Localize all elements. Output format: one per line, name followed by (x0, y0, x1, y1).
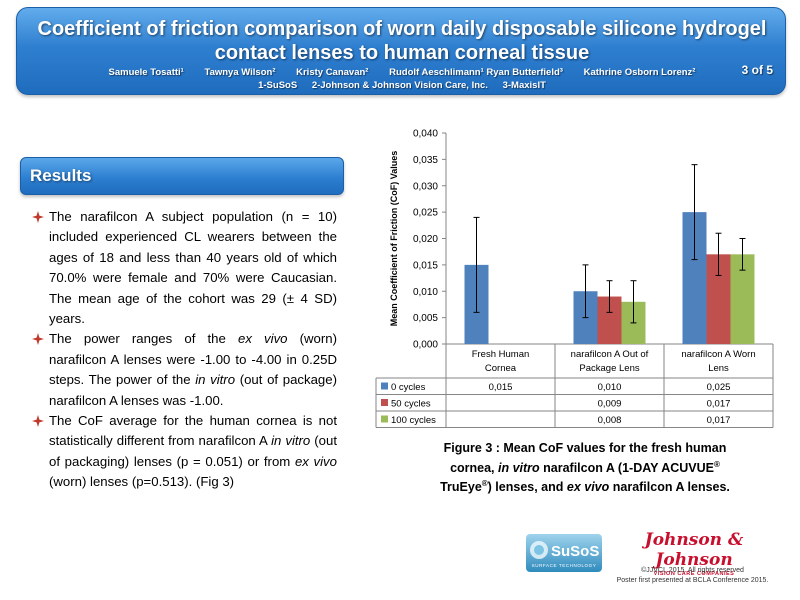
y-axis-title: Mean Coefficient of Friction (CoF) Value… (389, 151, 399, 327)
registered-mark: ® (714, 459, 720, 469)
bullet-text: in vitro (271, 433, 311, 449)
caption-text: narafilcon A (1-DAY ACUVUE (539, 460, 715, 475)
y-tick-label: 0,040 (413, 129, 438, 140)
x-category-label: Lens (708, 363, 729, 374)
diamond-bullet-icon (32, 211, 44, 223)
jnj-logo: Johnson & Johnson VISION CARE COMPANIES (624, 530, 764, 577)
affiliation-list: 1-SuSoS 2-Johnson & Johnson Vision Care,… (17, 80, 787, 92)
caption-text: ) lenses, and (487, 480, 567, 495)
results-bullet-list: The narafilcon A subject population (n =… (32, 207, 337, 493)
author: Kristy Canavan² (296, 67, 369, 78)
results-heading: Results (30, 166, 92, 185)
results-bullet: The power ranges of the ex vivo (worn) n… (32, 329, 337, 411)
conference-line: Poster first presented at BCLA Conferenc… (616, 577, 769, 584)
legend-key (381, 382, 388, 390)
author: Tawnya Wilson² (204, 67, 276, 78)
bullet-text: in vitro (195, 372, 236, 388)
poster-title-line-2: contact lenses to human corneal tissue (214, 42, 590, 64)
caption-text: TruEye (440, 480, 482, 495)
data-label: 0,025 (707, 382, 731, 393)
author: Kathrine Osborn Lorenz² (583, 67, 696, 78)
data-label: 0,008 (598, 415, 622, 426)
jnj-logo-subtitle: VISION CARE COMPANIES (653, 571, 735, 577)
legend-label: 50 cycles (391, 399, 431, 410)
copyright-notice: ©JJVCI, 2015. All rights reserved Poster… (600, 566, 785, 586)
data-label: 0,015 (489, 382, 513, 393)
caption-line-3: TruEye®) lenses, and ex vivo narafilcon … (400, 476, 770, 496)
bullet-text: (out of packaging) lenses (p = 0.051) or… (49, 433, 337, 469)
legend-label: 0 cycles (391, 382, 426, 393)
y-tick-label: 0,035 (413, 155, 438, 166)
caption-text: cornea, (450, 460, 498, 475)
bullet-text: ex vivo (294, 453, 337, 469)
y-tick-label: 0,010 (413, 287, 438, 298)
x-category-label: narafilcon A Worn (681, 349, 755, 360)
results-bullet: The narafilcon A subject population (n =… (32, 207, 337, 329)
y-tick-label: 0,020 (413, 234, 438, 245)
figure-caption: Figure 3 : Mean CoF values for the fresh… (400, 440, 770, 496)
bullet-text: (worn) lenses (p=0.513). (Fig 3) (49, 474, 235, 490)
author-list: Samuele Tosatti¹ Tawnya Wilson² Kristy C… (17, 67, 787, 79)
results-bullet: The CoF average for the human cornea is … (32, 411, 337, 493)
susos-logo: SuSoS SURFACE TECHNOLOGY (525, 533, 603, 573)
bullet-text: (out of package) narafilcon A lenses was… (49, 372, 337, 408)
poster-title-line-1: Coefficient of friction comparison of wo… (37, 18, 767, 40)
y-tick-label: 0,025 (413, 208, 438, 219)
x-category-label: narafilcon A Out of (571, 349, 649, 360)
data-label: 0,017 (707, 415, 731, 426)
results-section-header: Results (20, 157, 344, 195)
data-label: 0,009 (598, 399, 622, 410)
cof-bar-chart: Mean Coefficient of Friction (CoF) Value… (370, 120, 780, 435)
chart-svg: Mean Coefficient of Friction (CoF) Value… (375, 129, 774, 428)
x-category-label: Package Lens (579, 363, 639, 374)
legend-label: 100 cycles (391, 415, 436, 426)
affiliation: 3-MaxisIT (502, 80, 546, 91)
jnj-logo-wordmark: Johnson & Johnson (644, 530, 744, 570)
y-tick-label: 0,005 (413, 313, 438, 324)
susos-logo-tagline: SURFACE TECHNOLOGY (532, 563, 597, 568)
y-tick-label: 0,000 (413, 340, 438, 351)
susos-logo-text: SuSoS (551, 543, 599, 560)
caption-italic: in vitro (498, 460, 540, 475)
data-label: 0,010 (598, 382, 622, 393)
page-indicator: 3 of 5 (741, 63, 773, 77)
x-category-label: Fresh Human (472, 349, 530, 360)
bullet-text: The power ranges of the (49, 331, 238, 347)
registered-mark: ® (481, 479, 488, 489)
author: Samuele Tosatti¹ (108, 67, 184, 78)
poster-header: Coefficient of friction comparison of wo… (16, 7, 786, 95)
bullet-text: The CoF average for the human cornea is … (49, 413, 337, 449)
affiliation: 1-SuSoS (258, 80, 298, 91)
data-label: 0,017 (707, 399, 731, 410)
copyright-line: ©JJVCI, 2015. All rights reserved (641, 567, 744, 574)
bullet-text: (worn) narafilcon A lenses were -1.00 to… (49, 331, 338, 388)
caption-line-2: cornea, in vitro narafilcon A (1-DAY ACU… (400, 457, 770, 477)
bullet-text: ex vivo (237, 331, 288, 347)
y-tick-label: 0,030 (413, 181, 438, 192)
legend-key (381, 415, 388, 423)
y-tick-label: 0,015 (413, 260, 438, 271)
legend-key (381, 399, 388, 406)
caption-text: narafilcon A lenses. (609, 480, 730, 495)
affiliation: 2-Johnson & Johnson Vision Care, Inc. (311, 80, 488, 91)
bullet-text: The narafilcon A subject population (n =… (49, 209, 337, 327)
author: Rudolf Aeschlimann¹ Ryan Butterfield³ (389, 67, 563, 78)
poster-title: Coefficient of friction comparison of wo… (17, 17, 787, 65)
caption-italic: ex vivo (566, 480, 610, 495)
diamond-bullet-icon (32, 415, 44, 428)
diamond-bullet-icon (32, 333, 44, 346)
x-category-label: Cornea (485, 363, 517, 374)
caption-line-1: Figure 3 : Mean CoF values for the fresh… (443, 441, 727, 455)
